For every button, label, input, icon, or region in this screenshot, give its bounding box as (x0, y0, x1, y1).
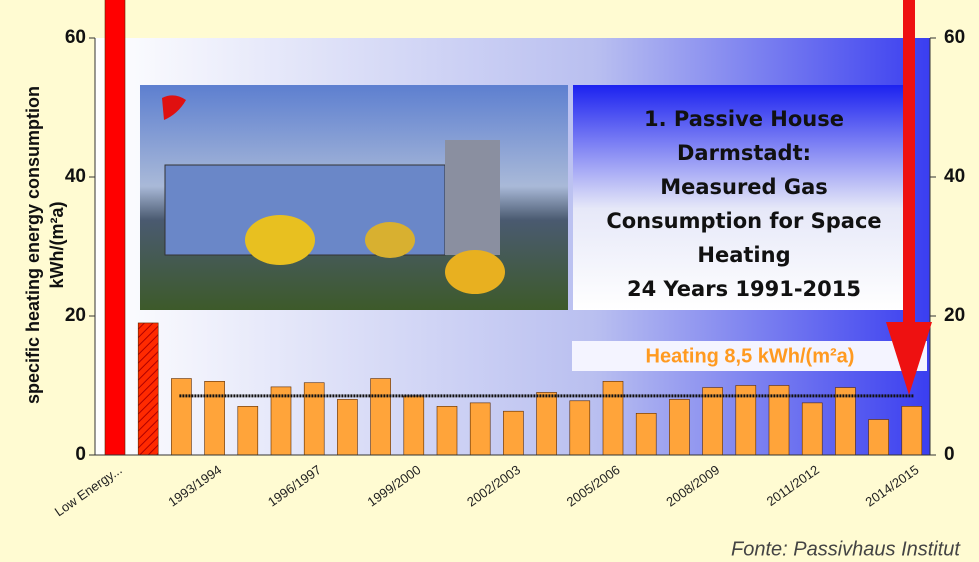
title-line: Heating (697, 243, 790, 267)
bar (403, 395, 425, 456)
y2-tick-label: 20 (944, 305, 965, 326)
bar (569, 400, 591, 456)
title-line: 1. Passive House (644, 107, 844, 131)
bar (337, 399, 358, 456)
y-tick-label: 20 (65, 305, 86, 326)
title-box (573, 85, 915, 310)
bar (204, 381, 225, 456)
y2-tick-label: 0 (944, 444, 955, 465)
title-line: Darmstadt: (677, 141, 811, 165)
x-tick-label: 2011/2012 (764, 462, 822, 509)
x-tick-label: 2005/2006 (564, 462, 623, 510)
reference-label-bg (572, 341, 927, 371)
y-tick-label: 40 (65, 166, 86, 187)
y2-tick-label: 60 (944, 27, 965, 48)
y-tick-label: 0 (75, 444, 86, 465)
title-line: Measured Gas (660, 175, 828, 199)
x-tick-label: 1996/1997 (265, 462, 324, 510)
bar (436, 406, 458, 456)
bar (469, 402, 491, 456)
bar (901, 406, 923, 456)
bar (237, 406, 259, 456)
y2-tick-label: 40 (944, 166, 965, 187)
y-tick-label: 60 (65, 27, 86, 48)
bar (536, 392, 557, 456)
arrow (886, 0, 932, 395)
bar (303, 382, 325, 456)
bar (370, 378, 391, 456)
bar (635, 412, 657, 456)
reference-label: Heating 8,5 kWh/(m²a) (646, 345, 855, 367)
bar (835, 387, 856, 456)
x-tick-label: Low Energy... (52, 462, 125, 519)
bar (702, 387, 723, 456)
x-tick-label: 2014/2015 (863, 462, 922, 510)
x-tick-label: 2002/2003 (464, 462, 523, 510)
bar (801, 402, 823, 456)
title-line: 24 Years 1991-2015 (627, 277, 861, 301)
x-tick-label: 1993/1994 (165, 462, 224, 510)
bar (137, 322, 159, 456)
source: Fonte: Passivhaus Institut (731, 538, 961, 560)
y-axis-label: specific heating energy consumption (23, 86, 43, 404)
bar (104, 0, 126, 456)
x-tick-label: 2008/2009 (663, 462, 722, 510)
bar (602, 381, 624, 456)
x-tick-label: 1999/2000 (365, 462, 424, 510)
photo (140, 85, 568, 310)
bar (171, 378, 192, 456)
bar (669, 399, 690, 456)
y-axis-label: kWh/(m²a) (47, 202, 67, 289)
title-line: Consumption for Space (606, 209, 881, 233)
bar (503, 410, 524, 456)
bar (868, 419, 889, 456)
